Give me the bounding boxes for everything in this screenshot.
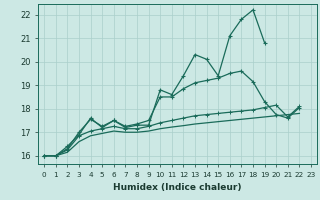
X-axis label: Humidex (Indice chaleur): Humidex (Indice chaleur) — [113, 183, 242, 192]
